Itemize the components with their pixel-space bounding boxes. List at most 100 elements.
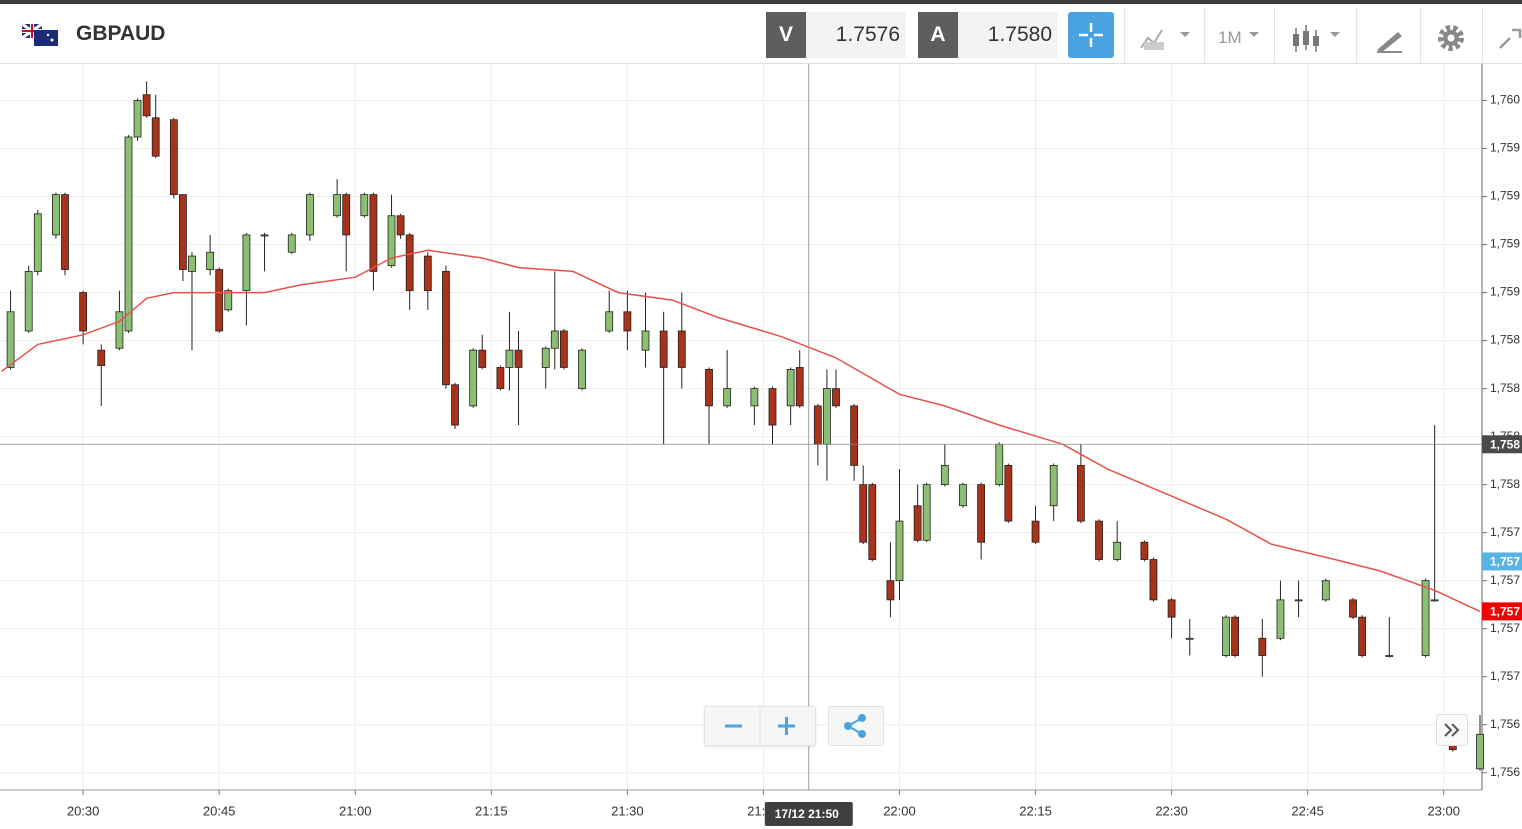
y-tick-label: 1,756 bbox=[1490, 765, 1520, 779]
settings-button[interactable] bbox=[1436, 23, 1466, 53]
candle-body bbox=[442, 271, 450, 386]
candle-body bbox=[1276, 599, 1285, 639]
dropdown-arrow bbox=[1249, 32, 1259, 37]
y-tick-label: 1,756 bbox=[1490, 717, 1520, 731]
crosshair-time-box bbox=[764, 802, 853, 826]
candle-body bbox=[333, 194, 342, 217]
candle-body bbox=[423, 255, 432, 292]
divider bbox=[1204, 8, 1205, 64]
price-marker-label: 1,757 bbox=[1490, 555, 1520, 569]
candle-body bbox=[478, 349, 487, 368]
candle-body bbox=[977, 484, 986, 543]
chart-type-button[interactable] bbox=[1138, 24, 1198, 54]
candle-body bbox=[142, 94, 151, 117]
scroll-right-button[interactable] bbox=[1436, 714, 1468, 746]
candle-body bbox=[922, 484, 931, 541]
timeframe-button[interactable]: 1M bbox=[1218, 28, 1242, 47]
y-tick-label: 1,759 bbox=[1490, 237, 1520, 251]
candle-body bbox=[151, 117, 160, 157]
divider bbox=[1274, 8, 1275, 64]
candle-body bbox=[795, 367, 804, 407]
candle-body bbox=[859, 484, 868, 543]
candle-body bbox=[1049, 465, 1058, 507]
candle-body bbox=[451, 384, 459, 426]
y-tick-label: 1,759 bbox=[1490, 285, 1520, 299]
candle-type-button[interactable] bbox=[1290, 22, 1346, 56]
x-tick-label: 22:00 bbox=[883, 803, 916, 818]
candle-body bbox=[1149, 559, 1158, 601]
candle-body bbox=[550, 330, 559, 349]
candle-body bbox=[705, 368, 713, 407]
ask-label: A bbox=[918, 12, 958, 58]
candle-body bbox=[242, 234, 251, 292]
price-marker bbox=[1482, 552, 1522, 571]
candle-body bbox=[541, 347, 550, 368]
candle-body bbox=[360, 194, 369, 217]
candle-body bbox=[52, 194, 60, 236]
candle-body bbox=[396, 215, 405, 236]
candle-body bbox=[578, 349, 586, 389]
candle-body bbox=[940, 465, 949, 486]
draw-button[interactable] bbox=[1374, 24, 1404, 54]
candle-body bbox=[1421, 580, 1430, 656]
candle-body bbox=[559, 330, 568, 368]
candle-body bbox=[206, 251, 215, 270]
symbol: GBPAUD bbox=[76, 22, 166, 45]
candle-body bbox=[677, 330, 686, 368]
candle-body bbox=[405, 234, 414, 292]
candle-body bbox=[369, 194, 378, 272]
candle-body bbox=[496, 367, 505, 389]
candle-body bbox=[115, 311, 124, 349]
share-icon bbox=[844, 714, 866, 738]
x-tick-label: 21:15 bbox=[475, 803, 508, 818]
candle-body bbox=[124, 136, 133, 332]
candle-body bbox=[1031, 520, 1040, 543]
divider bbox=[1356, 8, 1357, 64]
y-tick-label: 1,760 bbox=[1490, 93, 1520, 107]
bid-price[interactable]: 1.7576 bbox=[806, 12, 906, 58]
crosshair-icon bbox=[1079, 23, 1103, 47]
x-tick-label: 21:00 bbox=[339, 803, 372, 818]
divider bbox=[1420, 8, 1421, 64]
y-tick-label: 1,758 bbox=[1490, 381, 1520, 395]
x-tick-label: 20:45 bbox=[203, 803, 236, 818]
candle-body bbox=[850, 405, 859, 466]
expand-button[interactable] bbox=[1498, 26, 1522, 52]
crosshair-button[interactable] bbox=[1068, 12, 1114, 58]
candle-body bbox=[832, 388, 840, 407]
x-tick-label: 22:45 bbox=[1291, 803, 1324, 818]
x-tick-label: 20:30 bbox=[67, 803, 100, 818]
candle-body bbox=[188, 255, 196, 272]
candle-body bbox=[33, 213, 42, 272]
share-button[interactable] bbox=[828, 706, 884, 746]
x-tick-label: 23:00 bbox=[1427, 803, 1460, 818]
divider bbox=[1124, 8, 1125, 64]
y-tick-label: 1,757 bbox=[1490, 621, 1520, 635]
y-tick-label: 1,757 bbox=[1490, 525, 1520, 539]
candle-body bbox=[895, 520, 904, 582]
price-marker bbox=[1482, 435, 1522, 454]
candle-body bbox=[1140, 541, 1149, 560]
crosshair-time-label: 17/12 21:50 bbox=[775, 807, 839, 821]
candle-body bbox=[6, 311, 15, 368]
candle-body bbox=[61, 194, 69, 270]
price-marker bbox=[1482, 602, 1522, 621]
ask-price[interactable]: 1.7580 bbox=[958, 12, 1058, 58]
moving-average-line bbox=[1, 249, 1481, 613]
candle-body bbox=[913, 505, 922, 541]
candle-body bbox=[1321, 580, 1330, 601]
candle-body bbox=[623, 311, 632, 332]
candle-body bbox=[813, 405, 822, 445]
x-tick-label: 22:15 bbox=[1019, 803, 1052, 818]
candle-body bbox=[79, 292, 88, 332]
candle-body bbox=[768, 388, 777, 426]
chevron-icon bbox=[1444, 723, 1460, 737]
candle-body bbox=[605, 311, 614, 332]
candle-body bbox=[1222, 616, 1230, 656]
candle-body bbox=[1113, 541, 1122, 560]
candle-body bbox=[1385, 655, 1394, 657]
candle-body bbox=[1294, 599, 1303, 602]
price-marker-label: 1,758 bbox=[1490, 437, 1520, 451]
y-tick-label: 1,759 bbox=[1490, 141, 1520, 155]
